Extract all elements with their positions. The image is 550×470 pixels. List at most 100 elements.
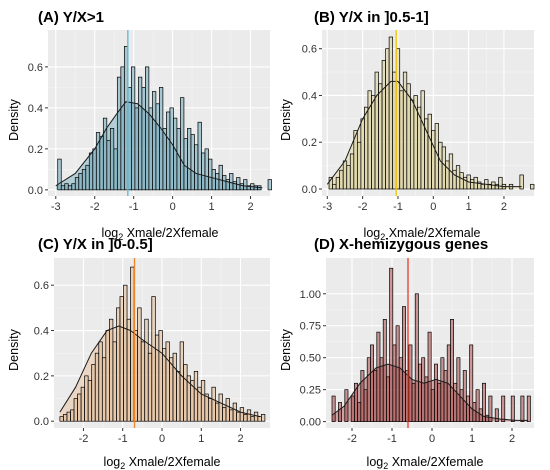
histogram-bar <box>162 128 167 191</box>
histogram-bar <box>418 363 422 422</box>
histogram-bar <box>376 331 381 422</box>
histogram-bar <box>71 183 76 191</box>
histogram-bar <box>437 382 442 422</box>
plot-area-b <box>322 30 535 196</box>
histogram-bar <box>246 409 252 422</box>
histogram-bar <box>408 344 413 422</box>
histogram-bar <box>250 416 255 422</box>
histogram-bar <box>482 382 486 422</box>
histogram-bar <box>120 66 125 191</box>
histogram-bar <box>81 169 87 191</box>
x-tick-label: -2 <box>90 201 100 213</box>
density-curve-c <box>59 325 261 418</box>
histogram-bar <box>427 331 432 422</box>
histogram-bar <box>253 411 259 422</box>
histogram-bar <box>101 357 107 422</box>
x-axis-label-d: log2 Xmale/2Xfemale <box>367 455 484 470</box>
x-tick-label: 1 <box>198 433 204 445</box>
x-axis-label-b: log2 Xmale/2Xfemale <box>364 226 481 242</box>
panel-d: (D) X-hemizygous genes Density log2 Xmal… <box>279 236 534 470</box>
histogram-bar <box>67 185 73 191</box>
histogram-bar <box>445 160 450 190</box>
histogram-bar <box>166 111 171 191</box>
y-axis-label-d: Density <box>279 328 293 370</box>
histogram-bar <box>229 173 234 191</box>
density-curve-d <box>331 363 528 421</box>
x-tick-label: -3 <box>51 201 61 213</box>
x-tick-label: -2 <box>79 433 89 445</box>
histogram-bar <box>183 364 188 422</box>
panel-title-a: (A) Y/X>1 <box>38 9 104 26</box>
histogram-bar <box>339 169 344 190</box>
histogram-bar <box>144 318 149 422</box>
histogram-bar <box>218 164 223 191</box>
histogram-bar <box>459 389 464 422</box>
histogram-bar <box>98 341 103 422</box>
histogram-bar <box>342 160 348 190</box>
x-tick-label: 2 <box>247 201 253 213</box>
histogram-bar <box>222 407 227 422</box>
histogram-bar <box>267 179 272 191</box>
histogram-bar <box>332 183 337 190</box>
histogram-bar <box>346 165 351 190</box>
histogram-bar <box>92 148 97 191</box>
density-curve-a <box>55 101 263 189</box>
histogram-bar <box>116 76 122 191</box>
histogram-bar <box>211 169 216 191</box>
histogram-bar <box>85 164 90 191</box>
x-axis-label-a: log2 Xmale/2Xfemale <box>102 226 219 242</box>
histogram-bar <box>116 307 121 422</box>
histogram-bar <box>190 134 195 191</box>
histogram-bar <box>370 344 374 422</box>
histogram-bar <box>427 113 432 190</box>
histogram-bar <box>414 293 419 422</box>
histogram-bar <box>137 307 142 422</box>
histogram-bar <box>385 48 390 190</box>
y-tick-label: 0.0 <box>28 185 43 197</box>
x-tick-label: -2 <box>347 433 357 445</box>
x-tick-label: 1 <box>466 201 472 213</box>
histogram-bar <box>215 402 220 422</box>
panel-title-c: (C) Y/X in ]0-0.5] <box>38 236 153 253</box>
histogram-bar <box>78 173 83 191</box>
histogram-bar <box>148 107 153 191</box>
x-tick-label: -2 <box>358 201 368 213</box>
histogram-bar <box>466 395 470 422</box>
histogram-bar <box>109 318 114 422</box>
y-tick-label: 0.4 <box>302 90 317 102</box>
x-tick-label: 1 <box>469 433 475 445</box>
histogram-bar <box>119 296 124 422</box>
histogram-bar <box>204 148 209 191</box>
histogram-bar <box>239 407 245 422</box>
y-tick-label: 0.6 <box>28 62 43 74</box>
histogram-bar <box>180 97 185 191</box>
histogram-bar <box>207 398 213 422</box>
histogram-bar <box>389 267 394 422</box>
histogram-bar <box>498 176 503 190</box>
histogram-bar <box>470 179 475 190</box>
histogram-bar <box>386 376 390 422</box>
histogram-bar <box>261 414 266 422</box>
histogram-bar <box>91 364 96 422</box>
histogram-bar <box>440 357 445 422</box>
histogram-bar <box>105 330 110 422</box>
histogram-bar <box>356 141 362 190</box>
histogram-bar <box>194 144 199 191</box>
histogram-bar <box>208 158 213 191</box>
histogram-bar <box>366 357 371 422</box>
histogram-bar <box>123 284 128 422</box>
histogram-bar <box>193 370 199 422</box>
histogram-bar <box>402 306 406 422</box>
panel-title-b: (B) Y/X in ]0.5-1] <box>314 9 429 26</box>
histogram-bar <box>106 140 111 191</box>
histogram-bar <box>169 107 174 191</box>
histogram-bar <box>151 296 156 422</box>
histogram-bar <box>159 87 164 191</box>
y-tick-label: 1.00 <box>300 289 321 301</box>
y-tick-label: 0.6 <box>34 280 49 292</box>
x-tick-label: -1 <box>393 201 403 213</box>
y-tick-label: 0.75 <box>300 321 321 333</box>
panel-c: (C) Y/X in ]0-0.5] Density log2 Xmale/2X… <box>7 236 270 470</box>
x-tick-label: -1 <box>387 433 397 445</box>
histogram-bar <box>229 409 234 422</box>
